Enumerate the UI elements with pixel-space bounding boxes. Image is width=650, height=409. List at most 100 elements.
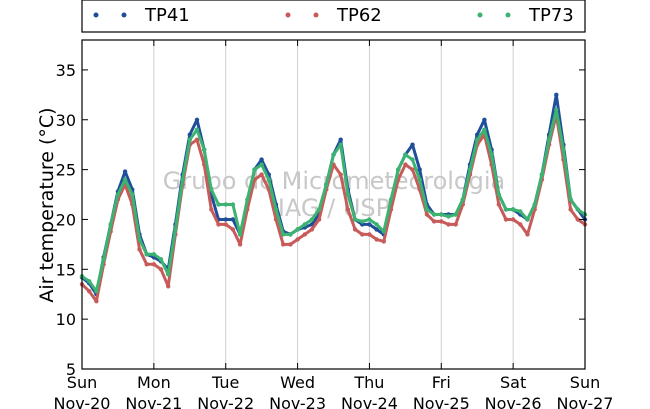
legend-label: TP62 xyxy=(336,5,382,26)
data-point xyxy=(352,217,358,222)
data-point xyxy=(374,237,379,242)
data-point xyxy=(367,232,372,237)
x-tick-date-label: Nov-23 xyxy=(269,394,326,409)
y-axis-label: Air temperature (°C) xyxy=(36,107,58,302)
data-point xyxy=(482,117,487,123)
data-point xyxy=(439,212,444,217)
legend-marker xyxy=(285,12,291,18)
data-point xyxy=(424,207,430,212)
data-point xyxy=(396,167,401,172)
data-point xyxy=(144,262,149,267)
data-point xyxy=(173,227,178,232)
data-point xyxy=(288,242,293,247)
x-tick-date-label: Nov-25 xyxy=(413,394,470,409)
x-tick-day-label: Fri xyxy=(432,373,451,392)
data-point xyxy=(496,192,501,197)
data-point xyxy=(345,207,351,212)
watermark: Grupo de Micrometeorologia IAG / USP xyxy=(163,167,505,222)
plot-frame xyxy=(81,39,586,370)
data-point xyxy=(158,267,164,272)
data-point xyxy=(295,237,300,242)
data-point xyxy=(568,207,573,212)
data-point xyxy=(539,172,545,177)
data-point xyxy=(316,217,322,222)
data-point xyxy=(223,217,228,222)
data-point xyxy=(137,237,142,242)
data-point xyxy=(525,217,530,222)
data-point xyxy=(410,157,415,162)
y-tick-label: 35 xyxy=(56,61,76,80)
data-point xyxy=(381,229,386,234)
data-point xyxy=(194,137,200,142)
data-point xyxy=(209,207,214,212)
legend-frame xyxy=(81,0,586,33)
data-point xyxy=(180,177,185,182)
series-layer xyxy=(79,92,588,304)
data-point xyxy=(245,197,250,202)
data-point xyxy=(360,219,365,224)
data-point xyxy=(453,212,458,217)
data-point xyxy=(403,152,408,157)
data-point xyxy=(489,152,494,157)
y-tick-label: 30 xyxy=(56,111,76,130)
data-point xyxy=(374,222,379,227)
data-point xyxy=(424,212,430,217)
x-tick-date-label: Nov-20 xyxy=(54,394,111,409)
data-point xyxy=(338,137,343,142)
y-tick-label: 10 xyxy=(56,310,76,329)
data-point xyxy=(302,232,307,237)
data-point xyxy=(410,167,415,172)
data-point xyxy=(216,202,221,207)
data-point xyxy=(475,137,480,142)
legend-label: TP73 xyxy=(528,5,574,26)
data-point xyxy=(575,217,580,222)
data-point xyxy=(259,157,264,162)
data-point xyxy=(324,182,329,187)
data-point xyxy=(446,214,451,219)
data-point xyxy=(288,232,293,237)
data-point xyxy=(295,227,300,232)
data-point xyxy=(259,162,264,167)
data-point xyxy=(467,167,473,172)
data-point xyxy=(194,117,200,123)
legend-marker xyxy=(477,12,483,18)
data-point xyxy=(510,217,516,222)
y-tick-label: 25 xyxy=(56,161,76,180)
x-tick-day-label: Wed xyxy=(280,373,315,392)
legend-marker xyxy=(313,12,319,18)
data-point xyxy=(410,142,415,147)
watermark-line-2: IAG / USP xyxy=(278,194,390,222)
data-point xyxy=(482,127,487,132)
data-point xyxy=(166,272,171,277)
data-point xyxy=(194,127,200,132)
data-point xyxy=(360,232,365,237)
data-point xyxy=(202,147,207,152)
x-tick-date-label: Nov-21 xyxy=(125,394,182,409)
data-point xyxy=(302,222,307,227)
data-point xyxy=(331,152,336,157)
data-point xyxy=(273,207,279,212)
legend-marker xyxy=(505,12,511,18)
data-point xyxy=(417,177,422,182)
data-point xyxy=(381,239,386,244)
y-tick-label: 5 xyxy=(66,360,76,379)
x-tick-date-label: Nov-22 xyxy=(197,394,254,409)
x-tick-day-label: Mon xyxy=(137,373,171,392)
data-point xyxy=(101,257,106,262)
data-point xyxy=(554,92,559,98)
x-tick-date-label: Nov-27 xyxy=(557,394,614,409)
legend-label: TP41 xyxy=(144,5,190,26)
legend-marker xyxy=(121,12,127,18)
data-point xyxy=(209,187,214,192)
data-point xyxy=(338,142,343,147)
data-point xyxy=(525,232,530,237)
data-point xyxy=(151,252,157,257)
plot-background xyxy=(82,40,585,369)
data-point xyxy=(367,217,372,222)
data-point xyxy=(94,289,99,294)
data-point xyxy=(259,172,264,177)
data-point xyxy=(388,197,394,202)
legend-marker xyxy=(93,12,99,18)
data-point xyxy=(237,232,243,237)
data-point xyxy=(281,242,286,247)
